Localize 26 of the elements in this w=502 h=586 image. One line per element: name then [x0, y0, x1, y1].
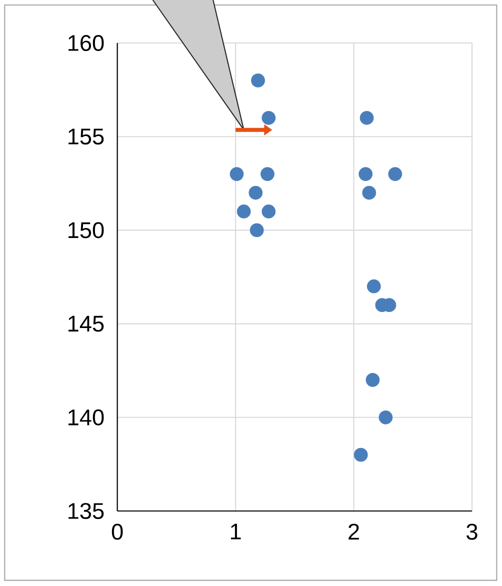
- point: [358, 167, 373, 181]
- y-tick-label: 145: [68, 316, 104, 332]
- y-tick-label: 140: [68, 409, 104, 426]
- x-tick-label: 0: [112, 524, 123, 540]
- y-tick-label: 150: [68, 222, 104, 238]
- x-tick-label: 3: [466, 524, 478, 540]
- y-tick-label: 160: [68, 34, 104, 52]
- point: [362, 186, 376, 200]
- point: [378, 410, 393, 424]
- point: [260, 167, 274, 181]
- y-tick-label: 135: [68, 502, 104, 520]
- point: [250, 223, 264, 238]
- point: [388, 167, 402, 181]
- x-tick-label: 2: [348, 524, 359, 540]
- point: [230, 167, 244, 181]
- point: [262, 204, 276, 218]
- point: [354, 448, 368, 462]
- x-tick-label: 1: [230, 524, 241, 540]
- point: [360, 110, 374, 125]
- point: [366, 373, 380, 387]
- point: [236, 204, 251, 218]
- point: [366, 279, 381, 294]
- y-tick-label: 155: [68, 128, 104, 145]
- point: [262, 110, 276, 125]
- point: [248, 186, 263, 200]
- point: [251, 74, 265, 88]
